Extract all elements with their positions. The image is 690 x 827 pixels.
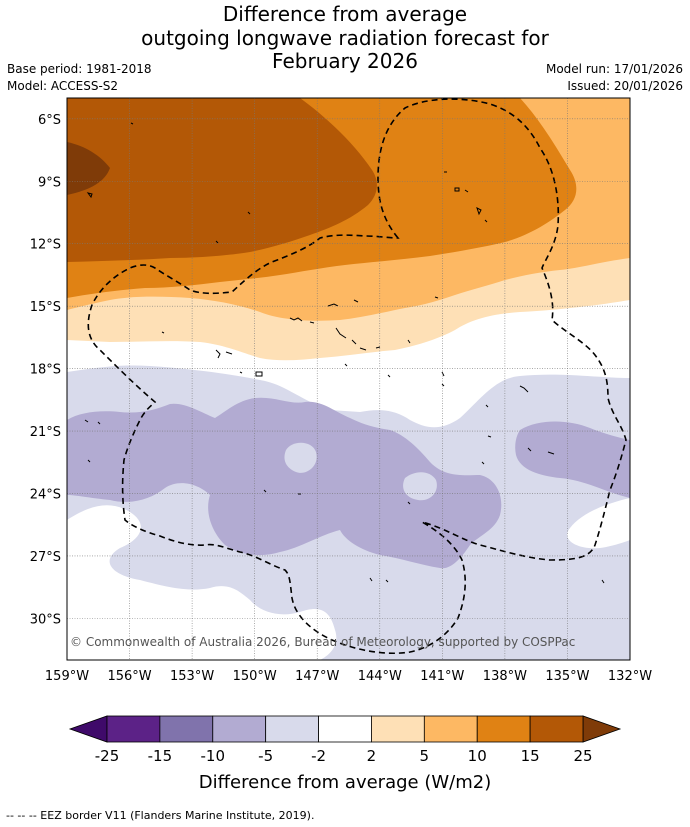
colorbar-tick-labels: -25 -15 -10 -5 -2 2 5 10 15 25 bbox=[95, 747, 593, 765]
lon-tick-labels: 159°W 156°W 153°W 150°W 147°W 144°W 141°W 138°W… bbox=[45, 669, 652, 684]
colorbar-segment bbox=[106, 715, 161, 743]
colorbar-segment bbox=[318, 715, 372, 743]
colorbar-extend-low bbox=[68, 715, 108, 743]
copyright-text: © Commonwealth of Australia 2026, Bureau… bbox=[70, 635, 575, 649]
band-hole-1 bbox=[284, 442, 317, 473]
islands bbox=[84, 122, 605, 584]
colorbar-tick-label: -2 bbox=[311, 747, 326, 765]
band-minus10-minus5-east bbox=[515, 421, 630, 498]
issued-date: Issued: 20/01/2026 bbox=[567, 79, 683, 93]
lon-tick-label: 135°W bbox=[545, 669, 589, 684]
colorbar-segment bbox=[529, 715, 584, 743]
lon-tick-label: 141°W bbox=[420, 669, 464, 684]
colorbar-tick-label: -10 bbox=[201, 747, 226, 765]
colorbar-tick-label: 10 bbox=[468, 747, 487, 765]
lat-tick-label: 6°S bbox=[38, 113, 61, 128]
lon-tick-label: 147°W bbox=[295, 669, 339, 684]
lon-tick-label: 138°W bbox=[483, 669, 527, 684]
band-minus10-minus5 bbox=[67, 397, 502, 569]
lon-tick-label: 132°W bbox=[608, 669, 652, 684]
lat-tick-label: 30°S bbox=[30, 612, 61, 627]
band-hole-2 bbox=[403, 472, 437, 501]
band-above-25 bbox=[67, 142, 110, 195]
lat-tick-label: 21°S bbox=[30, 425, 61, 440]
colorbar-segment bbox=[265, 715, 319, 743]
colorbar-tick-label: -25 bbox=[95, 747, 120, 765]
lat-tick-label: 24°S bbox=[30, 487, 61, 502]
anomaly-field bbox=[67, 98, 630, 660]
colorbar-tick-label: 25 bbox=[573, 747, 592, 765]
band-plus15-plus25 bbox=[67, 98, 377, 262]
colorbar-tick-label: -5 bbox=[258, 747, 273, 765]
model-run: Model run: 17/01/2026 bbox=[545, 62, 683, 76]
base-period: Base period: 1981-2018 bbox=[7, 62, 152, 76]
title-line-1: Difference from average bbox=[222, 2, 468, 26]
colorbar-segment bbox=[371, 715, 425, 743]
band-neutral-south bbox=[67, 505, 337, 660]
lat-tick-label: 12°S bbox=[30, 238, 61, 253]
lon-tick-label: 156°W bbox=[107, 669, 151, 684]
colorbar-extend-high bbox=[582, 715, 622, 743]
eez-legend: -- -- -- EEZ border V11 (Flanders Marine… bbox=[6, 809, 315, 822]
colorbar-segment bbox=[476, 715, 531, 743]
lon-tick-label: 159°W bbox=[45, 669, 89, 684]
lat-tick-labels: 6°S 9°S 12°S 15°S 18°S 21°S 24°S 27°S 30°S bbox=[30, 113, 61, 628]
colorbar-tick-label: 2 bbox=[367, 747, 377, 765]
eez-border bbox=[87, 98, 627, 655]
lon-tick-label: 144°W bbox=[358, 669, 402, 684]
colorbar-title: Difference from average (W/m2) bbox=[199, 772, 491, 793]
model-name: Model: ACCESS-S2 bbox=[7, 79, 119, 93]
lon-tick-label: 150°W bbox=[233, 669, 277, 684]
colorbar-tick-label: 15 bbox=[521, 747, 540, 765]
colorbar-tick-label: -15 bbox=[148, 747, 173, 765]
lon-tick-label: 153°W bbox=[170, 669, 214, 684]
band-neutral-se bbox=[567, 498, 630, 549]
colorbar-segment bbox=[212, 715, 267, 743]
title-line-3: February 2026 bbox=[272, 49, 418, 73]
lat-tick-label: 27°S bbox=[30, 550, 61, 565]
map-frame bbox=[66, 97, 631, 661]
colorbar bbox=[68, 715, 622, 743]
colorbar-tick-label: 5 bbox=[420, 747, 430, 765]
lat-tick-label: 18°S bbox=[30, 363, 61, 378]
colorbar-segment bbox=[423, 715, 478, 743]
lat-tick-label: 15°S bbox=[30, 300, 61, 315]
colorbar-segment bbox=[159, 715, 214, 743]
title-line-2: outgoing longwave radiation forecast for bbox=[141, 26, 549, 50]
band-neutral-sw bbox=[93, 508, 130, 535]
lat-tick-label: 9°S bbox=[38, 175, 61, 190]
